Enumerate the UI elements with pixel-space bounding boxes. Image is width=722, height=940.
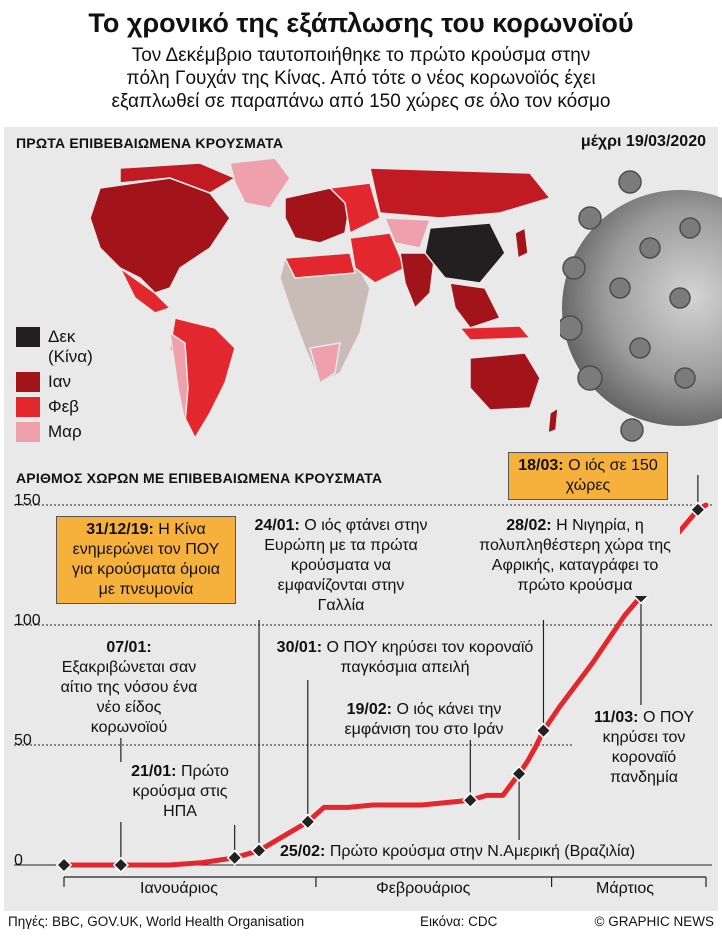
annotation-21-01: 21/01: Πρώτο κρούσμα στις ΗΠΑ — [120, 762, 240, 822]
annotation-11-03: 11/03: Ο ΠΟΥ κηρύσει τον κοροναϊό πανδημ… — [574, 708, 714, 788]
map-region-north-america — [89, 177, 231, 294]
annotation-07-01: 07/01: Εξακριβώνεται σαν αίτιο της νόσου… — [56, 638, 202, 738]
annotation-19-02: 19/02: Ο ιός κάνει την εμφάνιση του στο … — [324, 700, 524, 740]
annotation-text: Ο ΠΟΥ κηρύσει τον κοροναϊό πανδημία — [602, 709, 694, 786]
subtitle-line: πόλη Γουχάν της Κίνας. Από τότε ο νέος κ… — [126, 68, 596, 89]
annotation-28-02: 28/02: Η Νιγηρία, η πολυπληθέστερη χώρα … — [470, 516, 680, 596]
annotation-date: 11/03: — [594, 709, 639, 726]
annotation-date: 07/01: — [106, 639, 152, 656]
page-title: Το χρονικό της εξάπλωσης του κορωνοϊού — [88, 8, 634, 38]
legend-swatch — [16, 372, 40, 392]
map-region-japan — [514, 226, 529, 260]
annotation-text: Πρώτο κρούσμα στην Ν.Αμερική (Βραζιλία) — [329, 843, 636, 860]
map-region-canada-north — [119, 162, 237, 194]
map-region-europe-east — [328, 182, 381, 235]
footer-copyright: © GRAPHIC NEWS — [594, 914, 714, 929]
annotation-30-01: 30/01: Ο ΠΟΥ κηρύσει τον κοροναϊό παγκόσ… — [270, 638, 540, 678]
map-date: μέχρι 19/03/2020 — [580, 133, 706, 150]
chart-title: ΑΡΙΘΜΟΣ ΧΩΡΩΝ ΜΕ ΕΠΙΒΕΒΑΙΩΜΕΝΑ ΚΡΟΥΣΜΑΤΑ — [16, 470, 383, 486]
legend-label: Φεβ — [48, 397, 79, 416]
annotation-text: Η Κίνα ενημερώνει τον ΠΟΥ για κρούσματα … — [72, 521, 220, 598]
map-region-middle-east — [349, 232, 406, 284]
map-region-indonesia — [458, 325, 532, 341]
annotation-date: 18/03: — [518, 457, 564, 474]
map-region-africa-south — [309, 342, 341, 385]
y-tick-label: 100 — [14, 612, 41, 629]
legend-item: Φεβ — [16, 397, 108, 417]
legend-label: Ιαν — [48, 372, 72, 391]
annotation-date: 30/01: — [276, 639, 323, 656]
footer-sources: Πηγές: BBC, GOV.UK, World Health Organis… — [8, 914, 305, 929]
legend-swatch — [16, 397, 40, 417]
legend-item: Μαρ — [16, 422, 108, 442]
map-region-greenland — [229, 158, 291, 209]
x-month-label: Ιανουάριος — [140, 880, 218, 897]
y-tick-label: 50 — [14, 732, 32, 749]
annotation-text: Ο ΠΟΥ κηρύσει τον κοροναϊό παγκόσμια απε… — [326, 639, 534, 676]
annotation-text: Εξακριβώνεται σαν αίτιο της νόσου ένα νέ… — [60, 659, 198, 736]
annotation-31-12: 31/12/19: Η Κίνα ενημερώνει τον ΠΟΥ για … — [56, 516, 236, 604]
annotation-25-02: 25/02: Πρώτο κρούσμα στην Ν.Αμερική (Βρα… — [278, 842, 718, 862]
annotation-date: 19/02: — [346, 701, 392, 718]
map-region-australia — [469, 352, 541, 411]
annotation-text: Η Νιγηρία, η πολυπληθέστερη χώρα της Αφρ… — [479, 517, 671, 594]
annotation-text: Ο ιός κάνει την εμφάνιση του στο Ιράν — [344, 701, 504, 738]
coronavirus-image — [560, 170, 722, 442]
annotation-date: 28/02: — [506, 517, 552, 534]
legend-swatch — [16, 422, 40, 442]
map-region-south-america-west — [169, 331, 189, 424]
map-region-central-asia — [383, 217, 432, 249]
map-region-new-zealand — [547, 406, 559, 435]
map-legend: Δεκ (Κίνα) Ιαν Φεβ Μαρ — [16, 327, 108, 447]
x-month-label: Φεβρουάριος — [376, 880, 471, 897]
map-heading: ΠΡΩΤΑ ΕΠΙΒΕΒΑΙΩΜΕΝΑ ΚΡΟΥΣΜΑΤΑ — [16, 135, 284, 151]
legend-label: Μαρ — [48, 422, 82, 441]
annotation-date: 24/01: — [254, 517, 300, 534]
map-region-russia — [369, 167, 552, 219]
annotation-date: 21/01: — [131, 763, 177, 780]
annotation-date: 31/12/19: — [86, 521, 154, 538]
subtitle-line: εξαπλωθεί σε παραπάνω από 150 χώρες σε ό… — [111, 91, 611, 112]
annotation-18-03: 18/03: Ο ιός σε 150 χώρες — [508, 452, 668, 500]
map-region-india — [399, 252, 436, 310]
y-tick-label: 0 — [14, 852, 23, 869]
page-subtitle: Τον Δεκέμβριο ταυτοποιήθηκε το πρώτο κρο… — [0, 44, 722, 113]
annotation-24-01: 24/01: Ο ιός φτάνει στην Ευρώπη με τα πρ… — [252, 516, 430, 616]
world-map — [89, 158, 559, 440]
legend-item: Δεκ (Κίνα) — [16, 327, 108, 367]
footer-image-credit: Εικόνα: CDC — [420, 914, 498, 929]
annotation-text: Ο ιός φτάνει στην Ευρώπη με τα πρώτα κρο… — [264, 517, 428, 614]
map-region-africa-north — [283, 252, 356, 279]
legend-swatch — [16, 327, 40, 347]
annotation-text: Πρώτο κρούσμα στις ΗΠΑ — [132, 763, 229, 820]
annotation-date: 25/02: — [280, 843, 326, 860]
y-tick-label: 150 — [14, 492, 41, 509]
x-month-label: Μάρτιος — [596, 880, 654, 897]
map-region-mexico — [119, 267, 172, 314]
legend-label: Δεκ (Κίνα) — [48, 327, 93, 366]
subtitle-line: Τον Δεκέμβριο ταυτοποιήθηκε το πρώτο κρο… — [131, 45, 591, 66]
map-region-china — [424, 222, 506, 284]
legend-item: Ιαν — [16, 372, 108, 392]
map-region-southeast-asia — [449, 282, 502, 329]
annotation-text: Ο ιός σε 150 χώρες — [565, 457, 658, 494]
